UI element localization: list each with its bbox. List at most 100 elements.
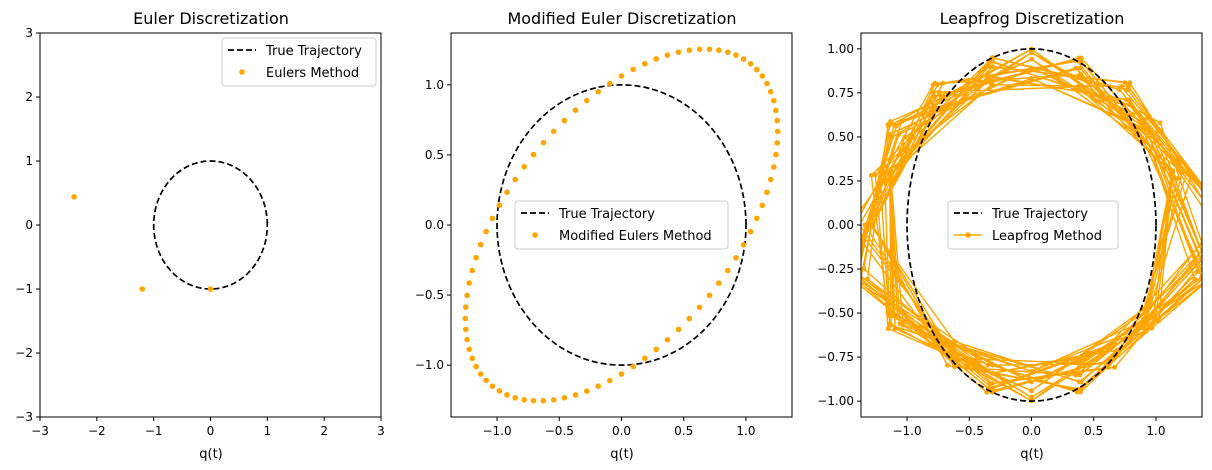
leapfrog-method-point xyxy=(882,178,888,184)
modified-euler-method-point xyxy=(771,164,777,170)
modified-euler-legend-box xyxy=(514,200,729,250)
leapfrog-method-point xyxy=(1151,119,1156,125)
modified-euler-method-point xyxy=(584,97,590,104)
modified-euler-method-point xyxy=(764,80,770,87)
leapfrog-ytick-label: −0.50 xyxy=(817,306,854,320)
modified-euler-method-point xyxy=(521,164,527,170)
modified-euler-method-point xyxy=(462,315,469,322)
leapfrog-method-point xyxy=(1170,176,1175,181)
leapfrog-method-point xyxy=(1106,347,1111,353)
leapfrog-method-point xyxy=(1196,269,1201,274)
modified-euler-ytick-label: −1.0 xyxy=(415,358,444,372)
leapfrog-ytick-label: −0.75 xyxy=(817,350,854,364)
leapfrog-method-point xyxy=(1184,170,1190,176)
leapfrog-method-point xyxy=(990,64,995,69)
leapfrog-method-point xyxy=(886,313,892,318)
leapfrog-method-point xyxy=(952,355,957,361)
modified-euler-method-point xyxy=(774,117,780,124)
leapfrog-method-point xyxy=(1073,65,1079,71)
modified-euler-method-point xyxy=(747,61,754,67)
modified-euler-method-point xyxy=(675,49,682,55)
modified-euler-legend-method-label: Modified Eulers Method xyxy=(559,229,712,244)
leapfrog-method-point xyxy=(888,178,893,184)
modified-euler-method-point xyxy=(706,292,713,299)
modified-euler-true-trajectory xyxy=(496,84,747,366)
leapfrog-method-point xyxy=(888,322,894,328)
euler-ytick-label: −1 xyxy=(15,282,33,296)
modified-euler-method-point xyxy=(642,61,648,67)
euler-ticks: −3 −2 −1 0 1 2 3 −3 −2 −1 0 1 2 3 xyxy=(15,26,385,438)
euler-xtick-label: −1 xyxy=(145,424,163,438)
leapfrog-method-point xyxy=(1157,120,1163,126)
leapfrog-method-point xyxy=(952,351,957,356)
leapfrog-method-point xyxy=(902,134,908,140)
leapfrog-ytick-label: 1.00 xyxy=(827,42,854,56)
leapfrog-method-point xyxy=(1208,269,1212,274)
leapfrog-xtick-label: 0.5 xyxy=(1084,424,1103,438)
modified-euler-method-point xyxy=(725,267,731,274)
modified-euler-method-point xyxy=(473,254,479,261)
euler-method-point xyxy=(71,194,77,200)
leapfrog-method-point xyxy=(885,326,891,331)
leapfrog-method-point xyxy=(984,389,990,395)
leapfrog-method-point xyxy=(1199,275,1202,280)
modified-euler-method-point xyxy=(740,56,747,62)
euler-title: Euler Discretization xyxy=(133,9,289,28)
leapfrog-xtick-label: 0.0 xyxy=(1022,424,1041,438)
leapfrog-method-point xyxy=(1147,128,1153,134)
leapfrog-method-point xyxy=(896,132,902,137)
leapfrog-method-point xyxy=(1106,364,1111,370)
leapfrog-xtick-label: 1.0 xyxy=(1146,424,1165,438)
modified-euler-method-point xyxy=(754,66,760,73)
modified-euler-method-point xyxy=(675,326,682,333)
modified-euler-xtick-label: −0.5 xyxy=(545,424,574,438)
leapfrog-method-point xyxy=(1073,372,1079,378)
modified-euler-xtick-label: 0.0 xyxy=(612,424,631,438)
leapfrog-method-point xyxy=(867,222,873,228)
modified-euler-method-point xyxy=(664,52,671,58)
euler-axes-frame xyxy=(39,32,382,418)
modified-euler-method-point xyxy=(618,371,625,377)
leapfrog-method-point xyxy=(849,276,854,281)
modified-euler-method-point xyxy=(664,337,671,343)
leapfrog-method-point xyxy=(1029,388,1034,394)
modified-euler-method-point xyxy=(716,47,722,53)
euler-legend-method-label: Eulers Method xyxy=(266,66,359,81)
modified-euler-method-point xyxy=(477,371,484,377)
modified-euler-method-point xyxy=(489,383,496,390)
leapfrog-method-point xyxy=(1149,325,1155,331)
euler-xtick-label: 3 xyxy=(377,424,385,438)
euler-legend-method-swatch xyxy=(239,69,245,75)
leapfrog-method-point xyxy=(1141,318,1146,324)
leapfrog-method-point xyxy=(1127,80,1133,86)
modified-euler-method-point xyxy=(771,97,777,104)
leapfrog-method-point xyxy=(1029,50,1034,56)
leapfrog-ytick-label: −0.25 xyxy=(817,262,854,276)
leapfrog-method-point xyxy=(1123,97,1129,103)
leapfrog-method-point xyxy=(990,74,995,80)
leapfrog-method-point xyxy=(1126,102,1132,108)
leapfrog-method-point xyxy=(930,82,936,88)
modified-euler-method-point xyxy=(512,395,518,401)
modified-euler-xlabel: q(t) xyxy=(610,447,634,462)
modified-euler-method-point xyxy=(767,176,774,183)
leapfrog-method-point xyxy=(1109,342,1115,348)
modified-euler-method-point xyxy=(725,49,731,55)
leapfrog-method-point xyxy=(1206,277,1211,282)
euler-ytick-label: 1 xyxy=(25,154,33,168)
leapfrog-method-point xyxy=(952,339,957,344)
leapfrog-method-point xyxy=(1074,389,1080,395)
modified-euler-method-point xyxy=(489,215,496,222)
leapfrog-method-point xyxy=(861,266,867,272)
leapfrog-method-point xyxy=(988,82,994,88)
leapfrog-method-point xyxy=(1179,170,1185,175)
modified-euler-xtick-label: 1.0 xyxy=(736,424,755,438)
modified-euler-method-point xyxy=(618,73,625,79)
leapfrog-method-point xyxy=(1170,168,1175,174)
leapfrog-method-point xyxy=(931,94,937,99)
leapfrog-method-point xyxy=(1114,347,1120,353)
euler-ytick-label: 0 xyxy=(25,218,33,232)
modified-euler-method-point xyxy=(696,46,703,53)
leapfrog-method-point xyxy=(893,123,899,129)
